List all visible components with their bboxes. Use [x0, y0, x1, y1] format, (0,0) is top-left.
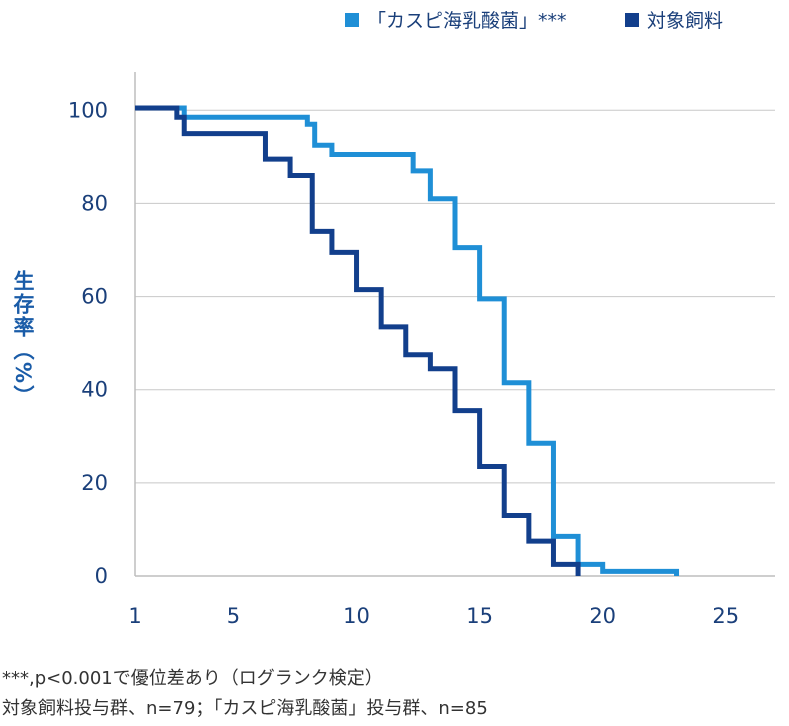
series-layer — [135, 105, 680, 576]
legend-label-kaspi: 「カスピ海乳酸菌」*** — [367, 10, 567, 32]
x-tick-label-5: 5 — [227, 604, 240, 628]
axes — [134, 72, 775, 577]
legend: 「カスピ海乳酸菌」*** 対象飼料 — [0, 6, 789, 34]
y-tick-label-100: 100 — [68, 98, 108, 122]
y-axis-label: 生存率（%） — [11, 270, 35, 409]
legend-item-kaspi: 「カスピ海乳酸菌」*** — [345, 6, 567, 33]
x-tick-label-15: 15 — [466, 604, 493, 628]
legend-label-control: 対象飼料 — [647, 10, 724, 32]
y-tick-label-20: 20 — [81, 471, 108, 495]
series-line-1 — [135, 105, 581, 576]
y-tick-label-60: 60 — [81, 285, 108, 309]
series-line-0 — [135, 105, 680, 576]
y-tick-label-80: 80 — [81, 191, 108, 215]
footnote-significance: ***,p<0.001で優位差あり（ログランク検定） — [2, 668, 383, 689]
x-tick-label-25: 25 — [712, 604, 739, 628]
x-tick-label-10: 10 — [343, 604, 370, 628]
legend-swatch-kaspi — [345, 12, 359, 27]
x-tick-label-20: 20 — [589, 604, 616, 628]
y-tick-label-0: 0 — [95, 564, 108, 588]
gridlines — [135, 109, 775, 484]
legend-item-control: 対象飼料 — [625, 6, 723, 33]
x-tick-label-1: 1 — [128, 604, 141, 628]
footnote-sample-sizes: 対象飼料投与群、n=79；「カスピ海乳酸菌」投与群、n=85 — [2, 698, 488, 719]
legend-swatch-control — [625, 12, 639, 27]
y-tick-label-40: 40 — [81, 378, 108, 402]
